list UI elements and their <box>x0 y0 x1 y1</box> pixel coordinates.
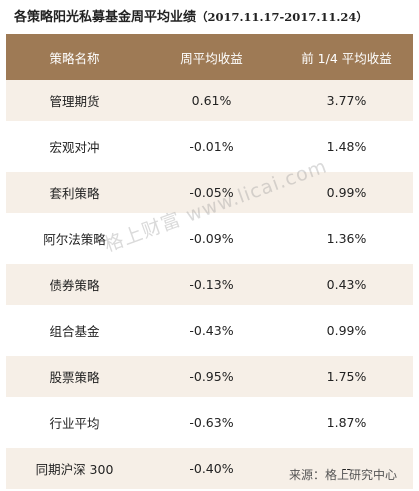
table-row: 套利策略 -0.05% 0.99% <box>6 167 413 213</box>
header-top-quartile-return: 前 1/4 平均收益 <box>280 34 413 80</box>
weekly-return: -0.13% <box>143 259 280 305</box>
table-row: 同期沪深 300 -0.40% -- <box>6 443 413 489</box>
weekly-return: -0.09% <box>143 213 280 259</box>
title-date-range: （2017.11.17-2017.11.24） <box>196 10 368 24</box>
table-row: 组合基金 -0.43% 0.99% <box>6 305 413 351</box>
weekly-return: -0.63% <box>143 397 280 443</box>
table-row: 阿尔法策略 -0.09% 1.36% <box>6 213 413 259</box>
top-quartile-return: 0.99% <box>280 305 413 351</box>
header-weekly-return: 周平均收益 <box>143 34 280 80</box>
header-strategy: 策略名称 <box>6 34 143 80</box>
table-header-row: 策略名称 周平均收益 前 1/4 平均收益 <box>6 34 413 80</box>
weekly-return: -0.95% <box>143 351 280 397</box>
strategy-name: 行业平均 <box>6 397 143 443</box>
top-quartile-return: 0.43% <box>280 259 413 305</box>
page-title: 各策略阳光私募基金周平均业绩（2017.11.17-2017.11.24） <box>14 6 414 25</box>
title-main: 各策略阳光私募基金周平均业绩 <box>14 10 197 25</box>
table-row: 股票策略 -0.95% 1.75% <box>6 351 413 397</box>
weekly-return: -0.43% <box>143 305 280 351</box>
top-quartile-return: 3.77% <box>280 80 413 121</box>
strategy-name: 套利策略 <box>6 167 143 213</box>
strategy-name: 管理期货 <box>6 80 143 121</box>
top-quartile-return: -- <box>280 443 413 489</box>
strategy-name: 阿尔法策略 <box>6 213 143 259</box>
table-row: 管理期货 0.61% 3.77% <box>6 80 413 121</box>
strategy-name: 债券策略 <box>6 259 143 305</box>
table-row: 行业平均 -0.63% 1.87% <box>6 397 413 443</box>
strategy-name: 宏观对冲 <box>6 121 143 167</box>
strategy-name: 同期沪深 300 <box>6 443 143 489</box>
table-row: 债券策略 -0.13% 0.43% <box>6 259 413 305</box>
top-quartile-return: 0.99% <box>280 167 413 213</box>
weekly-return: -0.01% <box>143 121 280 167</box>
source-note: 来源：格上研究中心 <box>288 468 397 482</box>
weekly-return: -0.05% <box>143 167 280 213</box>
top-quartile-return: 1.36% <box>280 213 413 259</box>
performance-table: 策略名称 周平均收益 前 1/4 平均收益 管理期货 0.61% 3.77% 宏… <box>6 34 413 489</box>
strategy-name: 组合基金 <box>6 305 143 351</box>
table-row: 宏观对冲 -0.01% 1.48% <box>6 121 413 167</box>
top-quartile-return: 1.87% <box>280 397 413 443</box>
weekly-return: -0.40% <box>143 443 280 489</box>
top-quartile-return: 1.48% <box>280 121 413 167</box>
weekly-return: 0.61% <box>143 80 280 121</box>
strategy-name: 股票策略 <box>6 351 143 397</box>
top-quartile-return: 1.75% <box>280 351 413 397</box>
